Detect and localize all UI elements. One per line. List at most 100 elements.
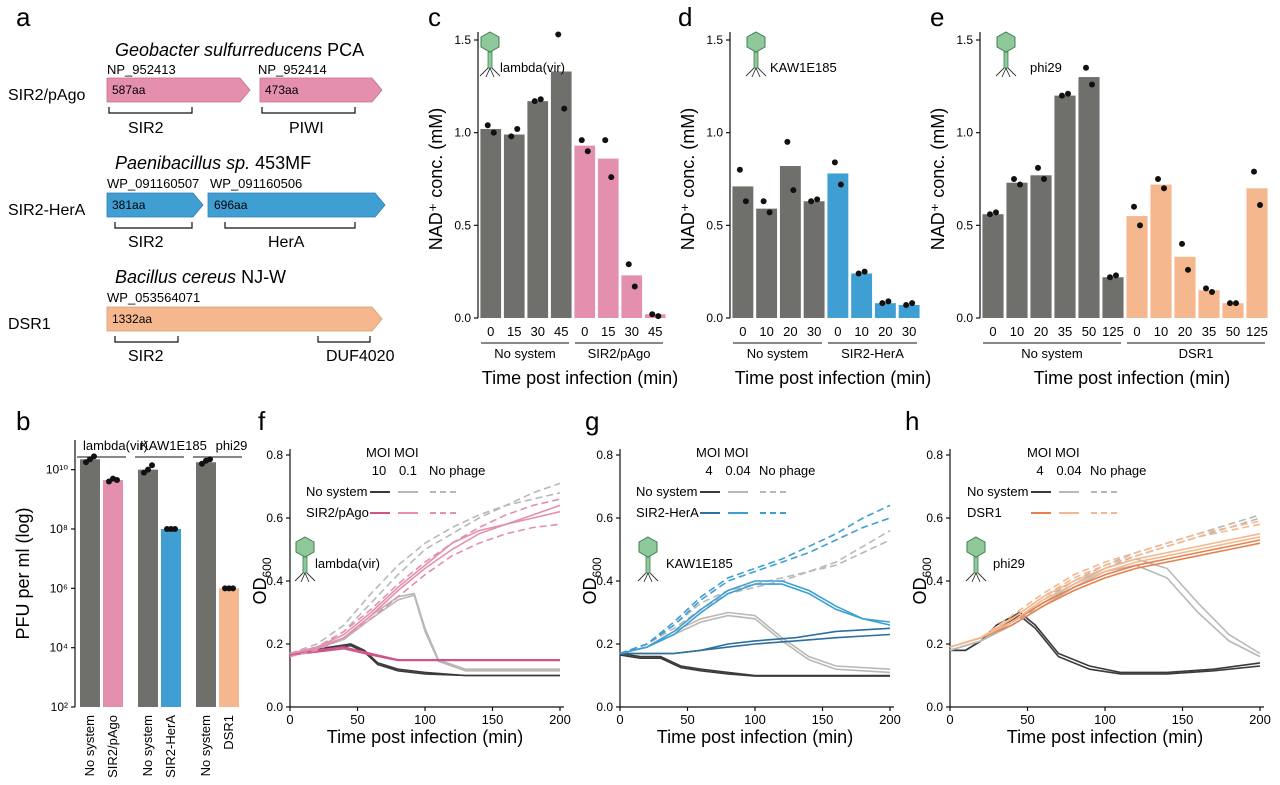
d-ytick-label-0: 0.0 <box>706 311 723 325</box>
g-xtick-label-3: 150 <box>812 712 834 727</box>
c-bar-1-0 <box>574 145 596 318</box>
b-ytick-label-0: 10² <box>51 700 68 714</box>
b-ytick-label-4: 10¹⁰ <box>46 463 68 477</box>
e-xtick-label-1-2: 20 <box>1178 324 1192 339</box>
e-point-1-0-1 <box>1137 222 1143 229</box>
e-xtick-label-0-2: 20 <box>1034 324 1048 339</box>
g-legend-moi-low: 0.04 <box>725 463 750 478</box>
e-ytick-label-2: 1.0 <box>956 126 973 140</box>
g-legend-header-2: MOI <box>724 445 749 460</box>
d-ytick-label-3: 1.5 <box>706 33 723 47</box>
b-point-2-1-2 <box>230 585 236 592</box>
domain-label-2a: SIR2 <box>128 234 164 251</box>
gene-length-2b: 696aa <box>214 198 248 212</box>
e-xtick-label-1-3: 35 <box>1202 324 1216 339</box>
organism-strain-1: PCA <box>322 40 364 60</box>
c-point-0-0-0 <box>484 122 491 129</box>
e-xtick-label-0-1: 10 <box>1010 324 1024 339</box>
d-point-1-1-0 <box>855 270 862 277</box>
e-xtick-label-1-0: 0 <box>1133 324 1140 339</box>
e-point-1-4-0 <box>1227 300 1233 307</box>
organism-strain-3: NJ-W <box>236 267 286 287</box>
d-point-0-1-0 <box>760 198 767 205</box>
e-bar-1-4 <box>1222 303 1244 318</box>
gene-arrow-3a <box>106 306 383 332</box>
c-bar-1-1 <box>597 158 619 318</box>
organism-species-1: Geobacter sulfurreducens <box>115 40 322 60</box>
e-point-1-0-0 <box>1131 203 1137 210</box>
h-phage-icon-fibers <box>965 572 987 583</box>
e-point-0-2-0 <box>1035 164 1041 171</box>
d-phage-icon-head <box>746 31 766 53</box>
b-bar-2-0 <box>196 462 216 707</box>
b-bar-2-1 <box>219 588 239 707</box>
f-xtick-label-4: 200 <box>549 712 571 727</box>
h-ytick-label-0: 0.0 <box>926 700 943 714</box>
domain-bracket-2b <box>224 222 356 229</box>
e-point-1-1-0 <box>1155 176 1161 182</box>
d-xtick-label-1-2: 20 <box>878 324 892 339</box>
d-ylabel: NAD⁺ conc. (mM) <box>678 108 698 251</box>
g-phage-icon <box>637 536 659 583</box>
d-bar-0-0 <box>732 186 754 318</box>
h-series-3 <box>949 564 1261 658</box>
h-ylabel: OD600 <box>910 557 934 604</box>
accession-1b: NP_952414 <box>258 62 327 77</box>
e-xlabel: Time post infection (min) <box>1034 368 1230 388</box>
panel-letter-e: e <box>930 2 944 32</box>
f-legend-no-phage: No phage <box>429 463 485 478</box>
f-phage-icon-head <box>295 536 315 558</box>
h-xtick-label-0: 0 <box>946 712 953 727</box>
g-phage-icon-tail <box>645 556 651 574</box>
e-bar-0-5 <box>1102 277 1124 318</box>
panel-letter-b: b <box>16 406 30 436</box>
b-ylabel: PFU per ml (log) <box>13 507 33 639</box>
panel-letter-a: a <box>16 2 31 32</box>
d-xtick-label-0-0: 0 <box>739 324 746 339</box>
d-xtick-label-1-1: 10 <box>854 324 868 339</box>
e-bar-0-3 <box>1054 95 1076 318</box>
e-ytick-label-3: 1.5 <box>956 33 973 47</box>
e-point-0-0-1 <box>993 209 999 216</box>
domain-label-1b: PIWI <box>289 120 324 137</box>
e-xtick-label-0-0: 0 <box>989 324 996 339</box>
accession-2a: WP_091160507 <box>107 176 199 191</box>
d-point-1-2-0 <box>879 300 886 307</box>
f-xtick-label-0: 0 <box>286 712 293 727</box>
b-bar-1-1 <box>161 529 181 707</box>
e-ytick-label-1: 0.5 <box>956 218 973 232</box>
g-ytick-label-2: 0.4 <box>596 574 613 588</box>
g-xtick-label-1: 50 <box>680 712 694 727</box>
g-ytick-label-3: 0.6 <box>596 511 613 525</box>
h-legend-row-1: DSR1 <box>967 505 1002 520</box>
b-group-label-0: lambda(vir) <box>83 438 148 453</box>
domain-label-1a: SIR2 <box>128 120 164 137</box>
e-point-1-5-1 <box>1257 201 1263 208</box>
e-point-0-1-1 <box>1017 181 1023 188</box>
b-point-0-0-2 <box>91 453 97 460</box>
g-xlabel: Time post infection (min) <box>657 727 853 747</box>
f-series-8 <box>289 504 561 655</box>
d-phage-icon <box>745 31 767 78</box>
f-series-5 <box>289 492 561 655</box>
g-series-11 <box>619 517 891 655</box>
e-phage-icon <box>995 31 1017 78</box>
panel-letter-h: h <box>905 406 919 436</box>
g-ytick-label-0: 0.0 <box>596 700 613 714</box>
f-legend-header-1: MOI <box>366 445 391 460</box>
e-bar-1-1 <box>1150 184 1172 318</box>
domain-label-3a: SIR2 <box>128 348 164 365</box>
f-xlabel: Time post infection (min) <box>327 727 523 747</box>
gene-length-3a: 1332aa <box>112 312 152 326</box>
g-series-5 <box>619 529 891 655</box>
d-point-0-0-1 <box>742 198 749 205</box>
b-xtick-label-2-0: No system <box>198 715 213 776</box>
d-xlabel: Time post infection (min) <box>735 368 931 388</box>
e-point-1-3-0 <box>1203 285 1209 292</box>
g-legend-moi-high: 4 <box>705 463 712 478</box>
domain-label-3b: DUF4020 <box>326 348 395 365</box>
e-point-1-2-0 <box>1179 240 1185 247</box>
e-point-1-2-1 <box>1185 266 1191 273</box>
accession-3a: WP_053564071 <box>107 290 200 305</box>
f-ylabel: OD600 <box>250 557 274 604</box>
